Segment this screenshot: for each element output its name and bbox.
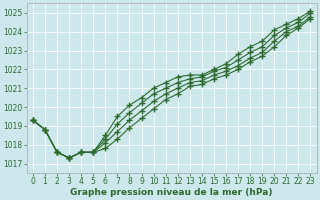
X-axis label: Graphe pression niveau de la mer (hPa): Graphe pression niveau de la mer (hPa) — [70, 188, 273, 197]
